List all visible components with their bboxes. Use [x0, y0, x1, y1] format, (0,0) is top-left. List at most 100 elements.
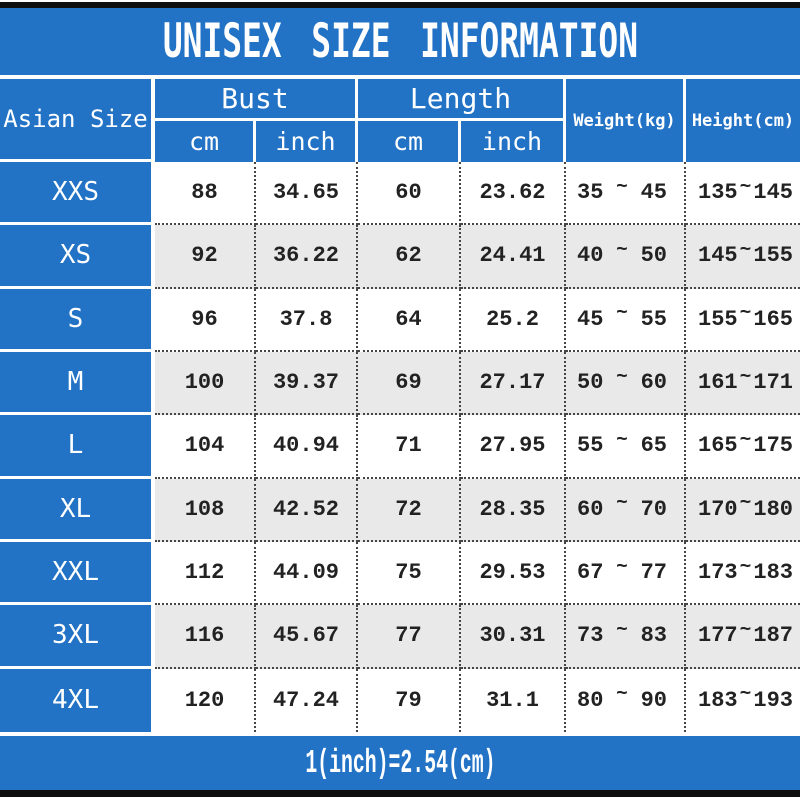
weight-min: 35: [577, 180, 604, 206]
table-row: L 104 40.94 71 27.95 55 ~ 65 165 ~ 175: [0, 415, 800, 479]
bottom-border: [0, 790, 800, 797]
tilde-separator: ~: [616, 363, 628, 386]
weight-min: 80: [577, 687, 604, 713]
header-length-cm: cm: [358, 121, 461, 162]
height-range-cell: 183 ~ 193: [686, 668, 800, 732]
tilde-separator: ~: [739, 490, 752, 513]
table-row: XXL 112 44.09 75 29.53 67 ~ 77 173 ~ 183: [0, 541, 800, 606]
length-cm-cell: 71: [358, 415, 461, 479]
table-row: XS 92 36.22 62 24.41 40 ~ 50 145 ~ 155: [0, 225, 800, 289]
height-max: 187: [753, 623, 793, 649]
weight-min: 73: [577, 623, 604, 649]
height-max: 171: [753, 370, 793, 396]
height-range-cell: 177 ~ 187: [686, 605, 800, 669]
bust-cm-cell: 116: [155, 605, 256, 669]
size-cell: XXS: [0, 162, 155, 226]
title-divider: [0, 75, 800, 79]
tilde-separator: ~: [616, 300, 628, 323]
tilde-separator: ~: [739, 553, 752, 576]
length-inch-cell: 25.2: [461, 288, 566, 352]
bust-cm-cell: 100: [155, 351, 256, 416]
table-row: XXS 88 34.65 60 23.62 35 ~ 45 135 ~ 145: [0, 162, 800, 226]
tilde-separator: ~: [739, 300, 752, 323]
height-min: 183: [698, 687, 738, 713]
bust-cm-cell: 88: [155, 162, 256, 226]
length-cm-cell: 72: [358, 478, 461, 542]
length-inch-cell: 27.17: [461, 351, 566, 416]
height-min: 135: [698, 180, 738, 206]
weight-max: 55: [640, 306, 667, 332]
bust-cm-cell: 96: [155, 288, 256, 352]
height-min: 173: [698, 560, 738, 586]
size-cell: 3XL: [0, 605, 155, 669]
height-min: 170: [698, 496, 738, 522]
size-cell: M: [0, 351, 155, 416]
length-cm-cell: 64: [358, 288, 461, 352]
height-min: 161: [698, 370, 738, 396]
table-row: 4XL 120 47.24 79 31.1 80 ~ 90 183 ~ 193: [0, 668, 800, 732]
table-row: S 96 37.8 64 25.2 45 ~ 55 155 ~ 165: [0, 288, 800, 352]
size-cell: L: [0, 415, 155, 479]
tilde-separator: ~: [616, 426, 628, 449]
weight-max: 83: [640, 623, 667, 649]
weight-range-cell: 80 ~ 90: [566, 668, 686, 732]
bust-inch-cell: 45.67: [256, 605, 358, 669]
bust-inch-cell: 44.09: [256, 541, 358, 606]
top-border: [0, 2, 800, 8]
height-max: 193: [753, 687, 793, 713]
length-cm-cell: 79: [358, 668, 461, 732]
table-row: 3XL 116 45.67 77 30.31 73 ~ 83 177 ~ 187: [0, 605, 800, 669]
weight-min: 40: [577, 243, 604, 269]
tilde-separator: ~: [739, 236, 752, 259]
length-cm-cell: 62: [358, 225, 461, 289]
size-cell: XS: [0, 225, 155, 289]
height-max: 155: [753, 243, 793, 269]
length-inch-cell: 28.35: [461, 478, 566, 542]
length-inch-cell: 27.95: [461, 415, 566, 479]
tilde-separator: ~: [616, 553, 628, 576]
weight-max: 90: [640, 687, 667, 713]
bust-inch-cell: 34.65: [256, 162, 358, 226]
weight-max: 77: [640, 560, 667, 586]
height-range-cell: 155 ~ 165: [686, 288, 800, 352]
header-height: Height(cm): [691, 110, 795, 131]
table-body: XXS 88 34.65 60 23.62 35 ~ 45 135 ~ 145 …: [0, 162, 800, 732]
height-range-cell: 161 ~ 171: [686, 351, 800, 416]
tilde-separator: ~: [616, 616, 628, 639]
height-min: 145: [698, 243, 738, 269]
weight-min: 67: [577, 560, 604, 586]
height-min: 155: [698, 306, 738, 332]
title-bar: UNISEX SIZE INFORMATION: [0, 8, 800, 75]
bust-cm-cell: 108: [155, 478, 256, 542]
weight-max: 50: [640, 243, 667, 269]
weight-range-cell: 60 ~ 70: [566, 478, 686, 542]
footer-bar: 1(inch)=2.54(cm): [0, 736, 800, 790]
length-inch-cell: 29.53: [461, 541, 566, 606]
tilde-separator: ~: [739, 616, 752, 639]
bust-inch-cell: 39.37: [256, 351, 358, 416]
weight-range-cell: 50 ~ 60: [566, 351, 686, 416]
header-length-group: Length: [358, 79, 566, 121]
tilde-separator: ~: [739, 363, 752, 386]
bust-cm-cell: 120: [155, 668, 256, 732]
height-max: 175: [753, 433, 793, 459]
table-header: Asian Size Bust Length cm inch cm inch W…: [0, 79, 800, 162]
bust-cm-cell: 104: [155, 415, 256, 479]
page-title: UNISEX SIZE INFORMATION: [162, 14, 638, 69]
header-asian-size: Asian Size: [0, 79, 155, 162]
weight-max: 65: [640, 433, 667, 459]
height-range-cell: 170 ~ 180: [686, 478, 800, 542]
bust-cm-cell: 92: [155, 225, 256, 289]
tilde-separator: ~: [739, 681, 752, 704]
header-bust-inch: inch: [256, 121, 358, 162]
height-max: 165: [753, 306, 793, 332]
bust-cm-cell: 112: [155, 541, 256, 606]
height-min: 177: [698, 623, 738, 649]
size-cell: S: [0, 288, 155, 352]
footer-divider: [0, 732, 800, 736]
length-cm-cell: 75: [358, 541, 461, 606]
height-range-cell: 173 ~ 183: [686, 541, 800, 606]
header-weight: Weight(kg): [566, 79, 686, 162]
size-cell: XL: [0, 478, 155, 542]
